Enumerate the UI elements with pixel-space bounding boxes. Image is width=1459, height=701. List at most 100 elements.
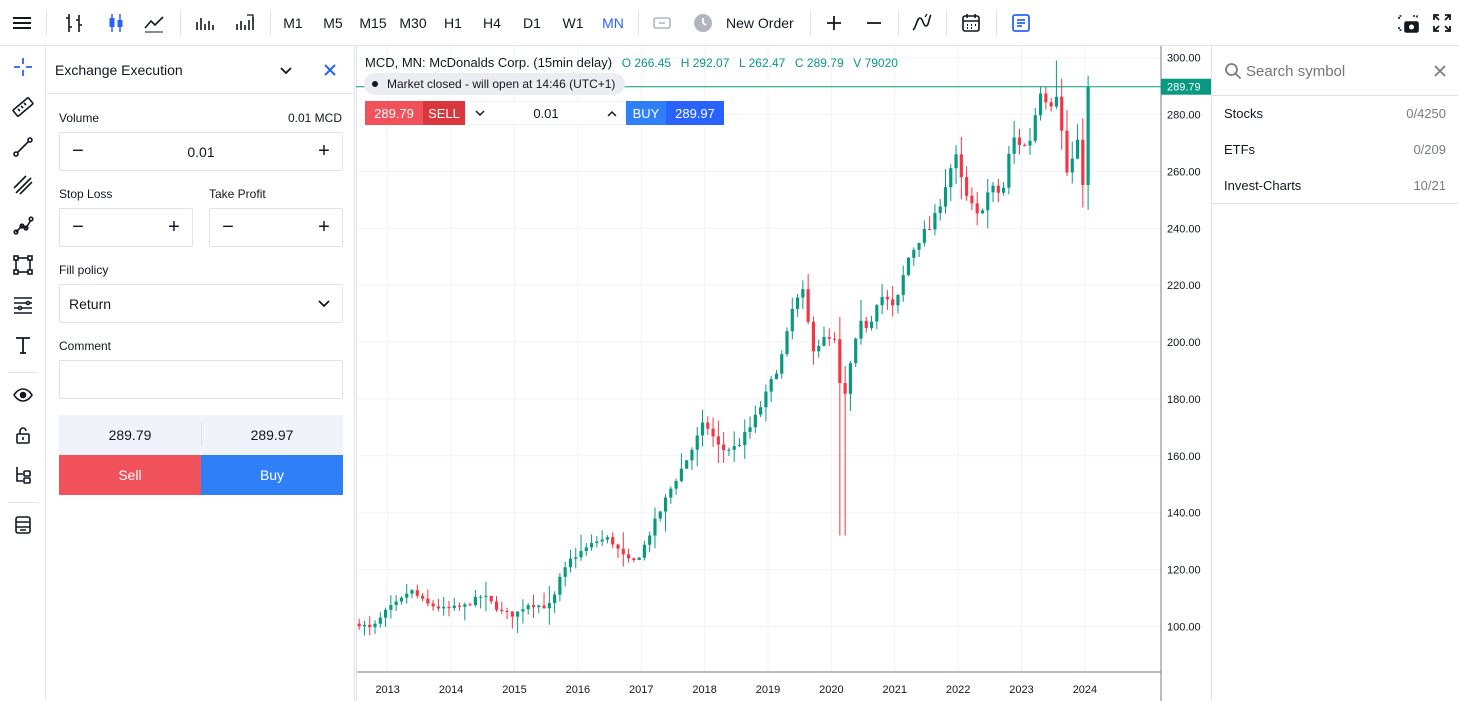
fill-policy-select[interactable]: Return	[59, 284, 343, 323]
timeframe-m5[interactable]: M5	[323, 15, 343, 31]
timeframe-m15[interactable]: M15	[359, 15, 387, 31]
candle-body	[542, 605, 546, 609]
timeframe-h1[interactable]: H1	[444, 15, 462, 31]
line-chart-icon[interactable]	[136, 6, 172, 40]
timeframe-d1[interactable]: D1	[523, 15, 541, 31]
time-tick-label: 2024	[1073, 684, 1097, 696]
candle-body	[943, 187, 948, 207]
top-toolbar: M1 M5 M15 M30 H1 H4 D1 W1 MN New Order	[0, 0, 1459, 46]
stop-loss-increase-button[interactable]: +	[168, 216, 180, 238]
last-price-badge	[1161, 78, 1211, 95]
quick-buy-price-button[interactable]: 289.97	[666, 101, 724, 125]
calendar-icon[interactable]	[953, 6, 989, 40]
price-tick-label: 100.00	[1167, 621, 1201, 633]
quick-sell-button[interactable]: SELL	[423, 101, 465, 125]
clear-search-icon[interactable]	[1434, 65, 1446, 77]
time-tick-label: 2018	[692, 684, 716, 696]
timeframe-m30[interactable]: M30	[399, 15, 427, 31]
timeframe-m1[interactable]: M1	[283, 15, 303, 31]
candle-body	[864, 320, 868, 328]
sell-button[interactable]: Sell	[59, 455, 201, 495]
parallel-channel-icon[interactable]	[6, 168, 40, 202]
candle-body	[1086, 86, 1090, 185]
volume-up-icon[interactable]	[606, 109, 618, 118]
price-chart[interactable]: 100.00 120.00 140.00 160.00 180.00 200.00 220.…	[356, 46, 1211, 701]
time-tick-label: 2014	[439, 684, 463, 696]
candle-body	[568, 558, 573, 568]
stop-loss-input[interactable]	[96, 209, 156, 246]
market-status-badge: Market closed - will open at 14:46 (UTC+…	[364, 73, 626, 95]
chart-area[interactable]: 100.00 120.00 140.00 160.00 180.00 200.00 220.…	[356, 46, 1211, 701]
candle-body	[589, 543, 594, 548]
rectangle-icon[interactable]	[6, 248, 40, 282]
volume-decrease-button[interactable]: −	[72, 140, 84, 162]
take-profit-decrease-button[interactable]: −	[222, 216, 234, 238]
timeframe-w1[interactable]: W1	[562, 15, 584, 31]
one-click-trading-icon[interactable]	[644, 6, 680, 40]
candle-body	[759, 407, 763, 415]
screenshot-icon[interactable]	[1390, 6, 1426, 40]
menu-icon[interactable]	[4, 6, 40, 40]
timeframe-h4[interactable]: H4	[483, 15, 501, 31]
fullscreen-icon[interactable]	[1428, 6, 1456, 40]
candle-body	[912, 249, 916, 258]
buy-button[interactable]: Buy	[201, 455, 343, 495]
volume-indicator-icon[interactable]	[226, 6, 262, 40]
path-icon[interactable]	[6, 208, 40, 242]
comment-input[interactable]	[59, 360, 343, 399]
new-order-button[interactable]: New Order	[692, 6, 802, 40]
symbol-group-name: Stocks	[1224, 106, 1264, 121]
time-tick-label: 2016	[566, 684, 590, 696]
ruler-icon[interactable]	[6, 90, 40, 124]
candle-body	[1054, 96, 1058, 107]
candle-body	[410, 590, 414, 594]
volume-down-icon[interactable]	[474, 109, 486, 118]
close-order-panel-icon[interactable]	[313, 58, 347, 82]
lock-icon[interactable]	[6, 418, 40, 452]
zoom-in-icon[interactable]	[816, 6, 852, 40]
trend-line-icon[interactable]	[6, 130, 40, 164]
indicator-wave-icon[interactable]	[904, 6, 940, 40]
quick-buy-button[interactable]: BUY	[626, 101, 666, 125]
indicators-icon[interactable]	[186, 6, 222, 40]
quick-trade-bar: 289.79 SELL 0.01 BUY 289.97	[365, 101, 725, 125]
zoom-out-icon[interactable]	[856, 6, 892, 40]
symbol-group-etfs[interactable]: ETFs 0/209	[1212, 132, 1458, 168]
symbol-group-stocks[interactable]: Stocks 0/4250	[1212, 96, 1458, 132]
candle-body	[922, 228, 926, 243]
fib-levels-icon[interactable]	[6, 288, 40, 322]
order-panel-icon[interactable]	[1003, 6, 1039, 40]
volume-increase-button[interactable]: +	[318, 140, 330, 162]
order-panel-header: Exchange Execution	[47, 46, 355, 94]
candle-body	[357, 623, 361, 627]
candle-body	[996, 185, 1000, 193]
candles-icon[interactable]	[98, 6, 134, 40]
candle-body	[827, 337, 831, 339]
text-tool-icon[interactable]	[6, 328, 40, 362]
timeframe-mn[interactable]: MN	[602, 15, 624, 31]
execution-type-select[interactable]: Exchange Execution	[47, 46, 305, 94]
symbol-search-bar	[1212, 46, 1458, 96]
database-icon[interactable]	[6, 508, 40, 542]
stop-loss-decrease-button[interactable]: −	[72, 216, 84, 238]
candle-body	[1044, 93, 1048, 103]
comment-label: Comment	[59, 339, 112, 353]
object-tree-icon[interactable]	[6, 458, 40, 492]
bar-chart-icon[interactable]	[56, 6, 92, 40]
crosshair-icon[interactable]	[6, 50, 40, 84]
candle-body	[695, 435, 699, 450]
quick-sell-price-button[interactable]: 289.79	[365, 101, 423, 125]
take-profit-input[interactable]	[246, 209, 306, 246]
candle-body	[954, 154, 958, 169]
quick-volume-input[interactable]: 0.01	[533, 106, 559, 121]
volume-input[interactable]: 0.01	[187, 143, 215, 160]
price-tick-label: 140.00	[1167, 508, 1201, 520]
candle-body	[679, 468, 683, 482]
candle-body	[669, 488, 673, 498]
volume-unit-value: 0.01 MCD	[287, 111, 342, 125]
symbol-search-input[interactable]	[1246, 60, 1416, 82]
symbol-group-invest-charts[interactable]: Invest-Charts 10/21	[1212, 168, 1458, 204]
eye-icon[interactable]	[6, 378, 40, 412]
take-profit-increase-button[interactable]: +	[318, 216, 330, 238]
candle-body	[526, 605, 530, 610]
